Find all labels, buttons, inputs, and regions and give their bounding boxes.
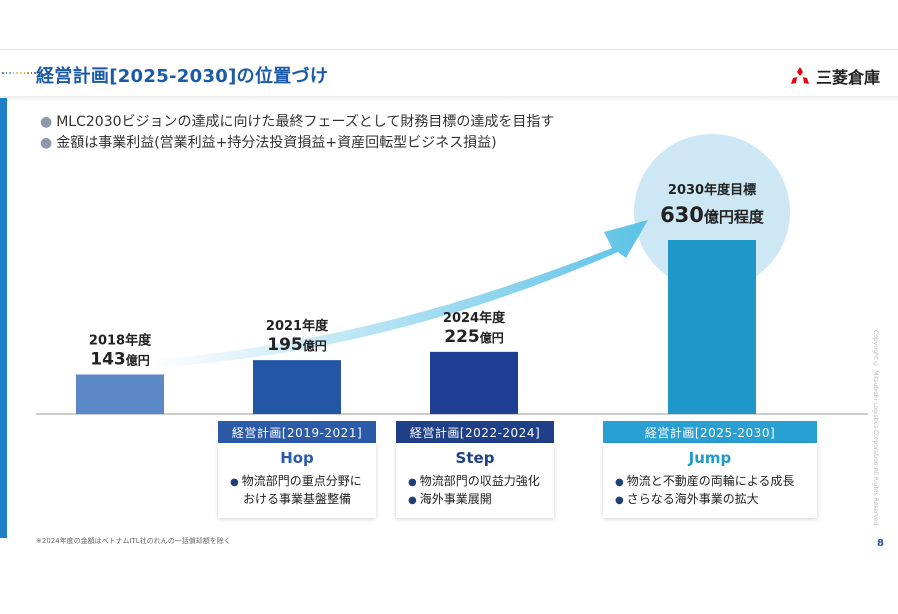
value-label: 630億円程度 bbox=[660, 203, 765, 227]
value-number: 195 bbox=[267, 335, 303, 355]
growth-arrow bbox=[150, 220, 648, 368]
bar-4 bbox=[668, 239, 756, 414]
plan-item-text: おける事業基盤整備 bbox=[243, 492, 352, 506]
plan-item-text: 物流部門の重点分野に bbox=[241, 474, 362, 488]
value-number: 225 bbox=[444, 327, 480, 347]
value-number: 630 bbox=[660, 203, 704, 227]
value-unit: 億円 bbox=[126, 353, 150, 368]
value-unit: 億円 bbox=[480, 330, 504, 345]
value-unit: 億円 bbox=[303, 338, 327, 353]
footnote: ※2024年度の金額はベトナムITL社のれんの一括償却額を除く bbox=[36, 537, 231, 545]
plan-phase: Hop bbox=[280, 449, 314, 467]
plan-header: 経営計画[2025-2030] bbox=[603, 421, 817, 443]
page-number: 8 bbox=[877, 538, 884, 549]
bullet-dot-icon: ● bbox=[230, 477, 239, 488]
category-label: 2021年度 bbox=[266, 318, 329, 334]
value-unit: 億円程度 bbox=[704, 208, 765, 226]
plan-items: ● 物流部門の収益力強化 ● 海外事業展開 bbox=[408, 473, 540, 509]
color-dot bbox=[34, 72, 36, 74]
plan-phase: Jump bbox=[688, 449, 732, 467]
bottom-blank bbox=[0, 558, 898, 614]
page-title: 経営計画[2025-2030]の位置づけ bbox=[36, 66, 329, 87]
value-number: 143 bbox=[90, 350, 126, 370]
plan-item: ● 物流と不動産の両輪による成長 bbox=[615, 473, 794, 491]
color-dot bbox=[2, 72, 4, 74]
plan-header: 経営計画[2022-2024] bbox=[396, 421, 554, 443]
category-label: 2018年度 bbox=[89, 333, 152, 349]
color-dot bbox=[23, 72, 26, 74]
bar-1 bbox=[76, 374, 164, 414]
plan-item: ● 海外事業展開 bbox=[408, 491, 540, 509]
bar-2 bbox=[253, 360, 341, 414]
color-dot bbox=[9, 72, 11, 74]
plan-header: 経営計画[2019-2021] bbox=[218, 421, 376, 443]
plan-item: おける事業基盤整備 bbox=[230, 491, 362, 508]
color-dot bbox=[27, 72, 29, 74]
plan-item-text: 物流部門の収益力強化 bbox=[419, 474, 540, 488]
plan-item: ● 物流部門の収益力強化 bbox=[408, 473, 540, 491]
plan-item: ● 物流部門の重点分野に bbox=[230, 473, 362, 491]
plan-card: Hop ● 物流部門の重点分野に おける事業基盤整備 bbox=[218, 443, 376, 518]
plan-phase: Step bbox=[455, 449, 495, 467]
category-label: 2030年度目標 bbox=[668, 182, 756, 198]
color-dot bbox=[30, 72, 33, 74]
value-label: 195億円 bbox=[267, 335, 327, 355]
top-rule bbox=[0, 49, 898, 50]
company-logo: 三菱倉庫 bbox=[790, 64, 880, 88]
plan-item: ● さらなる海外事業の拡大 bbox=[615, 491, 794, 509]
copyright-text: Copyright © Mitsubishi Logistics Corpora… bbox=[872, 330, 879, 526]
bullet-dot-icon: ● bbox=[40, 135, 53, 151]
left-accent-bar bbox=[0, 98, 7, 538]
bullet-item: ● 金額は事業利益(営業利益+持分法投資損益+資産回転型ビジネス損益) bbox=[40, 135, 497, 151]
bullet-dot-icon: ● bbox=[408, 477, 417, 488]
bullet-dot-icon: ● bbox=[40, 114, 53, 130]
bullet-item: ● MLC2030ビジョンの達成に向けた最終フェーズとして財務目標の達成を目指す bbox=[40, 114, 555, 130]
plan-card: Jump ● 物流と不動産の両輪による成長 ● さらなる海外事業の拡大 bbox=[603, 443, 817, 518]
value-label: 143億円 bbox=[90, 350, 150, 370]
color-dot bbox=[19, 72, 22, 74]
plan-items: ● 物流部門の重点分野に おける事業基盤整備 bbox=[230, 473, 362, 508]
plan-item-text: 物流と不動産の両輪による成長 bbox=[626, 474, 795, 488]
header: 経営計画[2025-2030]の位置づけ 三菱倉庫 bbox=[0, 52, 898, 98]
header-shadow bbox=[0, 96, 898, 102]
category-label: 2024年度 bbox=[443, 310, 506, 326]
color-dot bbox=[12, 72, 15, 74]
bullet-dot-icon: ● bbox=[615, 477, 624, 488]
logo-text: 三菱倉庫 bbox=[815, 68, 880, 87]
plan-item-text: さらなる海外事業の拡大 bbox=[626, 492, 759, 506]
value-label: 225億円 bbox=[444, 327, 504, 347]
plan-card: Step ● 物流部門の収益力強化 ● 海外事業展開 bbox=[396, 443, 554, 518]
color-dots-decoration bbox=[2, 72, 36, 76]
bullet-dot-icon: ● bbox=[408, 495, 417, 506]
plan-item-text: 海外事業展開 bbox=[419, 492, 492, 506]
color-dot bbox=[16, 72, 18, 74]
three-diamonds-icon bbox=[790, 67, 809, 84]
color-dot bbox=[5, 72, 8, 74]
plan-items: ● 物流と不動産の両輪による成長 ● さらなる海外事業の拡大 bbox=[615, 473, 794, 509]
bullet-dot-icon: ● bbox=[615, 495, 624, 506]
bar-3 bbox=[430, 351, 518, 414]
summary-bullets: ● MLC2030ビジョンの達成に向けた最終フェーズとして財務目標の達成を目指す … bbox=[40, 112, 554, 154]
